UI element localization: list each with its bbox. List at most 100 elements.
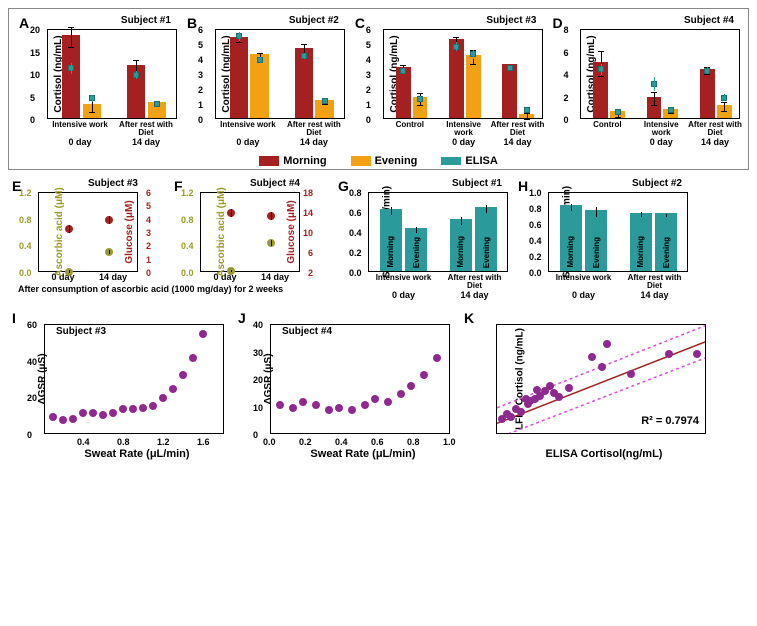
elisa-err: [420, 96, 421, 102]
elisa-err: [239, 32, 240, 41]
ytick: 10: [30, 70, 40, 80]
sweat-bar: Evening: [585, 210, 607, 271]
ytick: 6: [563, 48, 568, 58]
scatter-point: [384, 398, 392, 406]
ytick-r: 18: [303, 188, 313, 198]
xlabel-day: 14 day: [491, 137, 545, 147]
figure-root: A Subject #1 Cortisol (ng/mL)05101520 Inten…: [0, 0, 757, 476]
row-abcd: ASubject #1Cortisol (ng/mL)05101520Inten…: [15, 13, 742, 147]
errcap: [89, 112, 95, 113]
xt: 0.4: [335, 437, 348, 447]
errcap: [257, 53, 263, 54]
subject-label-C: Subject #3: [486, 15, 536, 26]
ytick: 15: [30, 48, 40, 58]
panel-G: GSubject #1Sweat rate (μL/min)0.00.20.40…: [334, 176, 510, 300]
panel-B: BSubject #2Cortisol (ng/mL)0123456Intens…: [183, 13, 347, 147]
errcap: [668, 113, 674, 114]
chart-area-B: Cortisol (ng/mL)0123456: [215, 29, 345, 119]
panel-label-E: E: [12, 178, 21, 194]
chart-area-I: ΔGSR (μS)02040600.40.81.21.6: [44, 324, 224, 434]
ytick: 0.8: [529, 204, 542, 214]
ytick-l: 0.4: [181, 241, 194, 251]
errcap: [598, 76, 604, 77]
subject-label-B: Subject #2: [289, 15, 339, 26]
ytick: 0: [198, 115, 203, 125]
bar-morning: [502, 64, 517, 118]
bar-label: Morning: [456, 236, 465, 268]
scatter-point: [627, 370, 635, 378]
xlabels: 0 day14 day: [200, 272, 300, 282]
ytick-r: 10: [303, 228, 313, 238]
ytick: 0: [563, 115, 568, 125]
xl: Intensive work: [368, 274, 439, 290]
ytick: 0.0: [529, 268, 542, 278]
panel-H: HSubject #2Sweat rate (μL/min)0.00.20.40…: [514, 176, 690, 300]
xt: 0.0: [263, 437, 276, 447]
legend-morning: Morning: [259, 155, 326, 167]
panel-label-D: D: [552, 15, 562, 31]
scatter-point: [598, 363, 606, 371]
err: [109, 216, 110, 224]
panel-D: DSubject #4Cortisol (ng/mL)02468ControlI…: [548, 13, 742, 147]
err: [271, 212, 272, 220]
bar-evening: [250, 54, 268, 119]
ef-caption: After consumption of ascorbic acid (1000…: [18, 284, 330, 294]
subject-label-H: Subject #2: [632, 178, 682, 189]
panel-label-A: A: [19, 15, 29, 31]
ytick: 20: [30, 25, 40, 35]
errbar: [71, 27, 72, 47]
elisa-err: [671, 108, 672, 111]
panel-label-J: J: [238, 310, 246, 326]
ytick-r: 0: [146, 268, 151, 278]
elisa-err: [92, 95, 93, 102]
xlabel: After rest with Diet: [491, 121, 545, 137]
yt: 60: [27, 320, 37, 330]
err: [271, 240, 272, 245]
ytick-l: 0.4: [19, 241, 32, 251]
xlabel-day: [383, 137, 437, 147]
scatter-point: [129, 405, 137, 413]
ytick: 4: [366, 55, 371, 65]
xl: 14 day: [619, 290, 690, 300]
xl: After rest with Diet: [619, 274, 690, 290]
ytick: 6: [366, 25, 371, 35]
ytick: 0.2: [349, 248, 362, 258]
ytick-r: 14: [303, 208, 313, 218]
ytick: 6: [198, 25, 203, 35]
sweat-bar: Morning: [630, 213, 652, 271]
ytick: 0.2: [529, 252, 542, 262]
ytick: 2: [198, 85, 203, 95]
ytick: 0.4: [349, 228, 362, 238]
errcap: [651, 92, 657, 93]
errcap: [417, 93, 423, 94]
scatter-point: [159, 394, 167, 402]
ytick: 5: [198, 40, 203, 50]
ytick: 0: [366, 115, 371, 125]
elisa-err: [510, 66, 511, 69]
ytick: 3: [198, 70, 203, 80]
xt: 0.2: [299, 437, 312, 447]
scatter-point: [665, 350, 673, 358]
chart-area-A: Cortisol (ng/mL)05101520: [47, 29, 177, 119]
subject-label-D: Subject #4: [684, 15, 734, 26]
ytick: 5: [30, 93, 35, 103]
ylabel-right-F: Glucose (μM): [286, 200, 297, 263]
panel-label-B: B: [187, 15, 197, 31]
scatter-point: [312, 401, 320, 409]
elisa-err: [304, 53, 305, 59]
ytick: 1: [366, 100, 371, 110]
subject-label-A: Subject #1: [121, 15, 171, 26]
legend-morning-swatch: [259, 156, 279, 166]
yt: 30: [253, 348, 263, 358]
errcap: [417, 105, 423, 106]
xlabels-day: 0 day14 day: [580, 137, 742, 147]
xtick: 14 day: [250, 272, 300, 282]
yt: 20: [253, 375, 263, 385]
err: [231, 209, 232, 217]
ylabel-left-E: Ascorbic acid (μM): [54, 187, 65, 276]
panel-label-K: K: [464, 310, 474, 326]
xtick: 14 day: [88, 272, 138, 282]
sweat-bar: Morning: [450, 219, 472, 271]
errcap: [615, 117, 621, 118]
errcap: [524, 119, 530, 120]
